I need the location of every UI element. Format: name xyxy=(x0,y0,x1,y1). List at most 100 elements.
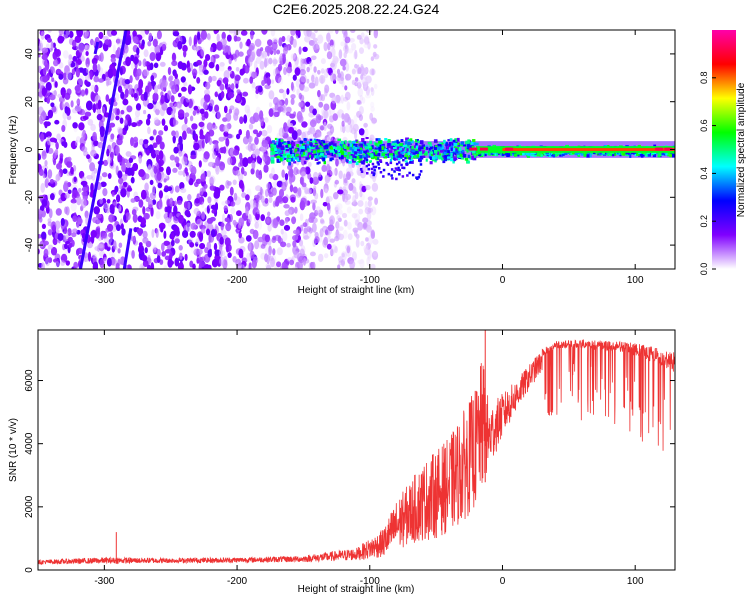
heatmap-cell xyxy=(86,100,93,111)
heatmap-cell xyxy=(351,127,359,132)
heatmap-cell xyxy=(279,151,282,154)
heatmap-cell xyxy=(290,81,294,91)
heatmap-cell xyxy=(234,74,241,81)
heatmap-cell xyxy=(48,257,53,263)
heatmap-cell xyxy=(436,149,440,154)
heatmap-cell xyxy=(353,157,357,161)
heatmap-cell xyxy=(142,230,148,239)
heatmap-cell xyxy=(228,57,232,65)
heatmap-cell xyxy=(76,195,82,206)
heatmap-cell xyxy=(273,68,277,77)
heatmap-cell xyxy=(214,91,219,98)
heatmap-cell xyxy=(288,161,291,166)
heatmap-cell xyxy=(407,138,411,142)
heatmap-cell xyxy=(364,150,367,153)
heatmap-cell xyxy=(125,56,131,67)
heatmap-cell xyxy=(280,146,285,150)
heatmap-cell xyxy=(334,167,338,176)
heatmap-cell xyxy=(307,187,313,195)
heatmap-cell xyxy=(206,122,213,131)
heatmap-cell xyxy=(301,154,304,157)
heatmap-cell xyxy=(199,108,205,115)
heatmap-cell xyxy=(233,112,239,121)
heatmap-cell xyxy=(265,264,272,269)
heatmap-cell xyxy=(652,153,657,158)
heatmap-cell xyxy=(138,155,142,164)
heatmap-cell xyxy=(395,158,398,161)
heatmap-cell xyxy=(149,62,154,71)
heatmap-cell xyxy=(278,138,281,143)
heatmap-cell xyxy=(74,139,79,147)
heatmap-cell xyxy=(124,88,129,98)
heatmap-cell xyxy=(119,117,124,124)
heatmap-cell xyxy=(334,150,338,154)
heatmap-cell xyxy=(334,179,339,185)
heatmap-cell xyxy=(219,236,224,245)
heatmap-cell xyxy=(375,157,379,160)
heatmap-cell xyxy=(375,151,378,155)
heatmap-cell xyxy=(303,235,310,240)
heatmap-cell xyxy=(344,91,351,101)
heatmap-cell xyxy=(103,242,108,250)
heatmap-cell xyxy=(341,80,345,88)
heatmap-cell xyxy=(298,92,302,100)
heatmap-cell xyxy=(38,141,41,148)
heatmap-cell xyxy=(342,229,348,239)
heatmap-cell xyxy=(450,147,453,151)
heatmap-cell xyxy=(277,77,284,85)
heatmap-cell xyxy=(146,165,153,174)
heatmap-cell xyxy=(318,139,321,144)
heatmap-cell xyxy=(653,144,657,147)
heatmap-cell xyxy=(177,40,183,50)
heatmap-cell xyxy=(70,166,74,175)
heatmap-cell xyxy=(396,149,400,154)
heatmap-cell xyxy=(70,100,74,108)
heatmap-cell xyxy=(187,66,191,73)
heatmap-cell xyxy=(434,149,438,154)
heatmap-cell xyxy=(159,259,164,265)
heatmap-cell xyxy=(541,152,544,155)
heatmap-cell xyxy=(477,153,482,157)
heatmap-cell xyxy=(286,136,293,142)
heatmap-cell xyxy=(127,84,133,90)
heatmap-cell xyxy=(362,153,365,156)
heatmap-cell xyxy=(358,208,364,215)
heatmap-cell xyxy=(199,187,204,196)
heatmap-cell xyxy=(306,141,311,144)
heatmap-cell xyxy=(296,157,299,161)
heatmap-cell xyxy=(373,53,380,60)
heatmap-cell xyxy=(111,258,118,266)
heatmap-cell xyxy=(195,238,200,245)
heatmap-cell xyxy=(658,152,662,156)
heatmap-cell xyxy=(366,30,373,34)
heatmap-cell xyxy=(353,213,361,222)
heatmap-cell xyxy=(41,199,48,207)
x-tick-label: 100 xyxy=(627,275,644,286)
heatmap-cell xyxy=(276,148,281,153)
heatmap-cell xyxy=(366,210,372,221)
heatmap-cell xyxy=(333,151,337,156)
heatmap-cell xyxy=(114,92,120,102)
heatmap-cell xyxy=(378,152,381,156)
heatmap-cell xyxy=(389,150,393,154)
heatmap-cell xyxy=(289,150,292,155)
heatmap-cell xyxy=(158,190,163,199)
signal-core-bright xyxy=(502,148,675,151)
heatmap-cell xyxy=(429,144,433,147)
heatmap-cell xyxy=(338,49,343,60)
heatmap-cell xyxy=(444,149,447,153)
heatmap-cell xyxy=(54,261,60,268)
heatmap-cell xyxy=(319,228,324,238)
heatmap-cell xyxy=(272,173,279,181)
heatmap-cell xyxy=(372,173,375,177)
heatmap-cell xyxy=(169,154,175,161)
heatmap-cell xyxy=(229,105,235,110)
heatmap-cell xyxy=(255,185,262,192)
heatmap-cell xyxy=(53,90,57,97)
heatmap-cell xyxy=(577,152,582,155)
heatmap-cell xyxy=(301,121,308,128)
heatmap-cell xyxy=(282,150,285,154)
heatmap-cell xyxy=(387,140,390,144)
